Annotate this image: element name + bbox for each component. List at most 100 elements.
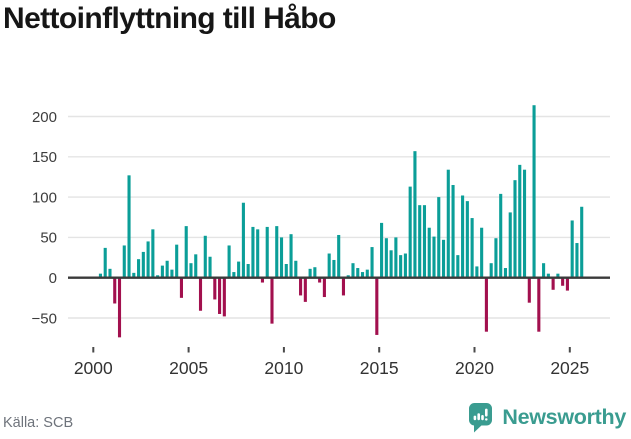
bar-2009Q4 bbox=[279, 237, 284, 278]
bar-2022Q2 bbox=[518, 164, 522, 278]
bar-2017Q2 bbox=[422, 205, 427, 278]
bar-2009Q3 bbox=[275, 226, 279, 278]
bar-2023Q3 bbox=[542, 263, 546, 278]
x-tick-label-2005: 2005 bbox=[169, 358, 208, 378]
bar-2014Q1 bbox=[360, 272, 365, 278]
bar-2016Q2 bbox=[403, 253, 407, 278]
bar-2007Q2 bbox=[232, 272, 236, 278]
bar-2005Q1 bbox=[189, 263, 193, 278]
bar-2011Q1 bbox=[303, 277, 307, 302]
x-tick-label-2000: 2000 bbox=[74, 358, 113, 378]
bar-2022Q3 bbox=[522, 169, 527, 278]
bar-2006Q4 bbox=[222, 277, 226, 317]
bar-2015Q2 bbox=[384, 238, 388, 278]
bar-2019Q3 bbox=[465, 201, 469, 278]
source-label: Källa: SCB bbox=[3, 415, 74, 431]
bar-2018Q4 bbox=[451, 185, 455, 278]
bar-2024Q4 bbox=[565, 277, 569, 291]
y-tick-label-200: 200 bbox=[32, 109, 57, 126]
bar-2018Q1 bbox=[437, 197, 441, 278]
bar-2007Q4 bbox=[241, 202, 245, 278]
bar-2012Q1 bbox=[322, 277, 326, 298]
bar-2011Q4 bbox=[318, 277, 322, 283]
bar-2010Q4 bbox=[299, 277, 303, 296]
bar-2013Q1 bbox=[341, 277, 346, 296]
bar-2005Q3 bbox=[198, 277, 203, 311]
bar-2009Q1 bbox=[265, 226, 269, 278]
x-tick-label-2010: 2010 bbox=[264, 358, 303, 378]
bar-2000Q2 bbox=[98, 273, 102, 278]
bar-2020Q3 bbox=[484, 277, 488, 332]
bar-2021Q4 bbox=[508, 212, 512, 278]
net-migration-bar-chart: 200 150 100 50 0 −50 2000 2005 2010 2015 2020 2025 bbox=[32, 105, 610, 378]
newsworthy-logo: Newsworthy bbox=[468, 402, 626, 433]
bar-2015Q4 bbox=[394, 237, 398, 278]
bar-2002Q1 bbox=[132, 272, 136, 278]
bar-2025Q2 bbox=[575, 243, 579, 278]
bar-2001Q1 bbox=[113, 277, 117, 304]
bar-2014Q4 bbox=[375, 277, 379, 335]
bar-2011Q3 bbox=[313, 267, 317, 278]
bar-2014Q3 bbox=[370, 247, 374, 278]
bar-2008Q2 bbox=[251, 226, 255, 278]
bar-2000Q4 bbox=[108, 268, 112, 278]
bar-2015Q3 bbox=[389, 250, 393, 278]
chart-title: Nettoinflyttning till Håbo bbox=[3, 2, 336, 35]
bar-2016Q1 bbox=[399, 255, 403, 278]
bar-2012Q3 bbox=[332, 259, 336, 278]
x-tick-label-2015: 2015 bbox=[360, 358, 399, 378]
bar-2019Q4 bbox=[470, 218, 474, 278]
bar-2002Q2 bbox=[137, 259, 141, 278]
bar-2022Q1 bbox=[513, 180, 517, 278]
x-tick-label-2025: 2025 bbox=[550, 358, 589, 378]
bar-2001Q2 bbox=[117, 277, 122, 338]
bar-2021Q2 bbox=[499, 193, 503, 278]
bar-2025Q1 bbox=[570, 220, 574, 278]
bar-2018Q3 bbox=[446, 169, 450, 278]
bar-2020Q1 bbox=[475, 266, 479, 278]
bar-2013Q4 bbox=[356, 268, 360, 278]
y-tick-label-150: 150 bbox=[32, 149, 57, 166]
bar-2004Q3 bbox=[179, 277, 183, 298]
bar-2008Q3 bbox=[256, 229, 260, 278]
bar-2005Q4 bbox=[203, 235, 207, 278]
y-tick-label-100: 100 bbox=[32, 189, 57, 206]
bar-2003Q1 bbox=[151, 229, 155, 278]
x-tick-label-2020: 2020 bbox=[455, 358, 494, 378]
bar-2018Q2 bbox=[441, 239, 446, 278]
bar-2011Q2 bbox=[308, 268, 312, 278]
bar-2021Q1 bbox=[494, 238, 498, 278]
bar-2020Q2 bbox=[480, 227, 484, 278]
bar-2002Q3 bbox=[141, 251, 145, 278]
bar-2004Q4 bbox=[184, 226, 188, 278]
bar-2013Q2 bbox=[346, 275, 350, 278]
newsworthy-bubble-chart-icon bbox=[469, 403, 493, 433]
bar-2023Q2 bbox=[537, 277, 541, 332]
bar-2022Q4 bbox=[527, 277, 531, 303]
bar-2003Q2 bbox=[156, 275, 160, 278]
bar-2010Q1 bbox=[284, 264, 288, 278]
bar-2021Q3 bbox=[503, 268, 508, 278]
y-tick-label-50: 50 bbox=[40, 230, 57, 247]
bar-2023Q4 bbox=[546, 273, 550, 278]
bar-2010Q3 bbox=[294, 260, 298, 278]
bar-2020Q4 bbox=[489, 263, 493, 278]
bar-2024Q1 bbox=[551, 277, 555, 290]
bar-2006Q2 bbox=[213, 277, 217, 300]
bar-2016Q4 bbox=[413, 151, 417, 278]
bar-2010Q2 bbox=[289, 234, 293, 278]
bar-2001Q3 bbox=[122, 245, 126, 278]
bar-2019Q1 bbox=[456, 255, 460, 278]
bar-2024Q3 bbox=[561, 277, 565, 286]
bar-2007Q3 bbox=[237, 261, 241, 278]
bar-2019Q2 bbox=[461, 195, 465, 278]
bar-2002Q4 bbox=[146, 241, 150, 278]
bar-2004Q2 bbox=[175, 244, 179, 278]
bar-2005Q2 bbox=[194, 254, 198, 278]
bar-2012Q2 bbox=[327, 253, 331, 278]
bar-2014Q2 bbox=[365, 269, 369, 278]
y-tick-label-0: 0 bbox=[49, 270, 57, 287]
bar-2023Q1 bbox=[532, 105, 536, 278]
bar-2017Q1 bbox=[418, 205, 422, 278]
